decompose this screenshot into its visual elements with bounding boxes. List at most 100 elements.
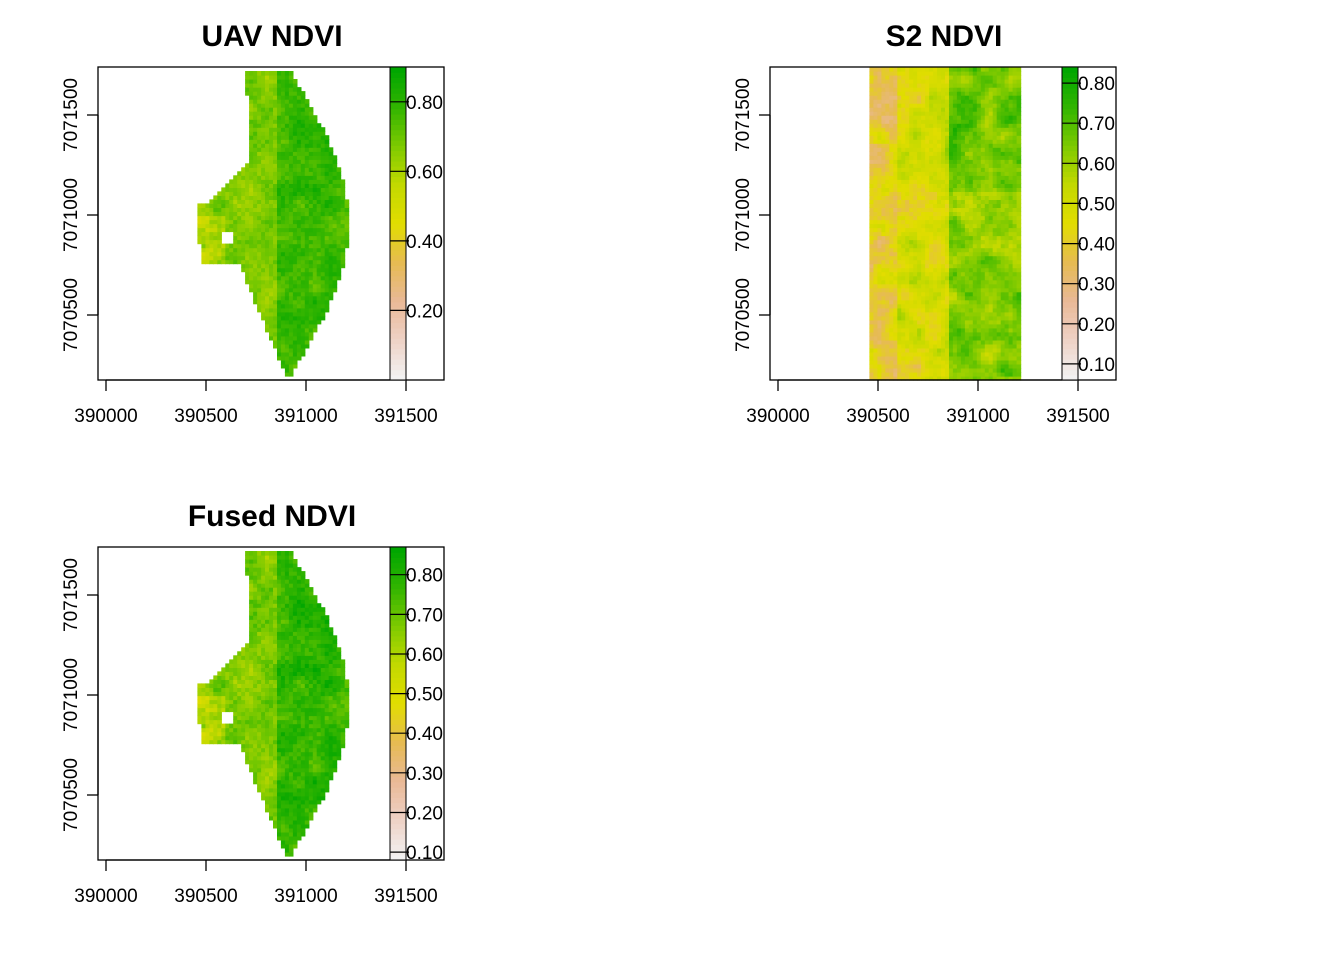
raster-cell xyxy=(237,223,242,229)
raster-cell xyxy=(1004,251,1010,257)
legend-color-segment xyxy=(390,124,406,131)
raster-cell xyxy=(921,235,926,241)
raster-cell xyxy=(901,211,906,217)
raster-cell xyxy=(960,155,966,160)
raster-cell xyxy=(909,223,914,229)
raster-cell xyxy=(292,359,298,365)
raster-cell xyxy=(280,275,286,281)
raster-cell xyxy=(277,287,282,293)
raster-cell xyxy=(280,311,286,317)
raster-cell xyxy=(308,115,314,120)
raster-cell xyxy=(921,279,926,285)
raster-cell xyxy=(949,195,954,200)
raster-cell xyxy=(937,159,942,164)
raster-cell xyxy=(937,271,942,277)
raster-cell xyxy=(869,299,874,305)
raster-cell xyxy=(280,131,286,136)
raster-cell xyxy=(277,275,282,281)
raster-cell xyxy=(925,368,930,373)
raster-cell xyxy=(280,83,286,88)
raster-cell xyxy=(304,327,310,333)
legend-color-segment xyxy=(390,348,406,355)
raster-cell xyxy=(1012,75,1018,80)
raster-cell xyxy=(992,311,998,317)
raster-cell xyxy=(913,359,918,365)
raster-cell xyxy=(929,315,934,321)
raster-cell xyxy=(336,215,342,221)
raster-cell xyxy=(952,351,958,357)
raster-cell xyxy=(901,287,906,293)
raster-cell xyxy=(976,271,982,277)
raster-cell xyxy=(257,131,262,136)
raster-cell xyxy=(269,311,274,317)
raster-cell xyxy=(976,199,982,204)
raster-cell xyxy=(869,287,874,293)
raster-cell xyxy=(956,147,962,152)
raster-cell xyxy=(881,327,886,333)
raster-cell xyxy=(956,287,962,293)
raster-cell xyxy=(229,219,234,225)
raster-cell xyxy=(273,783,278,789)
raster-cell xyxy=(893,339,898,345)
raster-cell xyxy=(320,135,326,140)
raster-cell xyxy=(308,155,314,160)
raster-cell xyxy=(233,239,238,245)
raster-cell xyxy=(881,127,886,132)
legend-uav: 0.200.400.600.80 xyxy=(389,66,443,381)
raster-cell xyxy=(269,275,274,281)
raster-cell xyxy=(205,259,210,265)
raster-cell xyxy=(996,115,1002,120)
raster-cell xyxy=(960,179,966,184)
raster-cell xyxy=(909,191,914,196)
raster-cell xyxy=(308,279,314,285)
raster-cell xyxy=(304,223,310,229)
raster-cell xyxy=(996,195,1002,200)
raster-cell xyxy=(277,191,282,196)
raster-cell xyxy=(340,199,346,204)
raster-cell xyxy=(269,143,274,148)
raster-cell xyxy=(933,71,938,76)
raster-cell xyxy=(277,303,282,309)
raster-cell xyxy=(901,103,906,108)
raster-cell xyxy=(1012,219,1018,225)
raster-cell xyxy=(901,235,906,241)
raster-cell xyxy=(905,255,910,261)
raster-cell xyxy=(980,351,986,357)
raster-cell xyxy=(949,291,954,297)
raster-cell xyxy=(956,355,962,361)
raster-cell xyxy=(917,139,922,144)
raster-cell xyxy=(897,339,902,345)
raster-cell xyxy=(1008,195,1014,200)
raster-cell xyxy=(881,335,886,341)
raster-cell xyxy=(273,183,278,188)
raster-cell xyxy=(300,251,306,257)
raster-cell xyxy=(949,347,954,353)
raster-cell xyxy=(249,227,254,233)
raster-cell xyxy=(905,135,910,140)
raster-cell xyxy=(257,95,262,100)
raster-cell xyxy=(921,187,926,192)
raster-cell xyxy=(328,159,334,164)
raster-cell xyxy=(1004,227,1010,233)
raster-cell xyxy=(972,351,978,357)
raster-cell xyxy=(913,215,918,221)
raster-cell xyxy=(972,239,978,245)
raster-cell xyxy=(296,819,302,825)
raster-cell xyxy=(324,271,330,277)
raster-cell xyxy=(249,255,254,261)
raster-cell xyxy=(261,239,266,245)
raster-cell xyxy=(324,255,330,261)
raster-cell xyxy=(917,255,922,261)
raster-cell xyxy=(897,87,902,92)
raster-cell xyxy=(269,811,274,817)
raster-cell xyxy=(949,159,954,164)
raster-cell xyxy=(877,135,882,140)
raster-cell xyxy=(925,159,930,164)
raster-cell xyxy=(925,103,930,108)
raster-cell xyxy=(300,143,306,148)
raster-cell xyxy=(952,187,958,192)
raster-cell xyxy=(877,163,882,168)
raster-cell xyxy=(869,359,874,365)
raster-cell xyxy=(249,151,254,156)
raster-cell xyxy=(885,335,890,341)
